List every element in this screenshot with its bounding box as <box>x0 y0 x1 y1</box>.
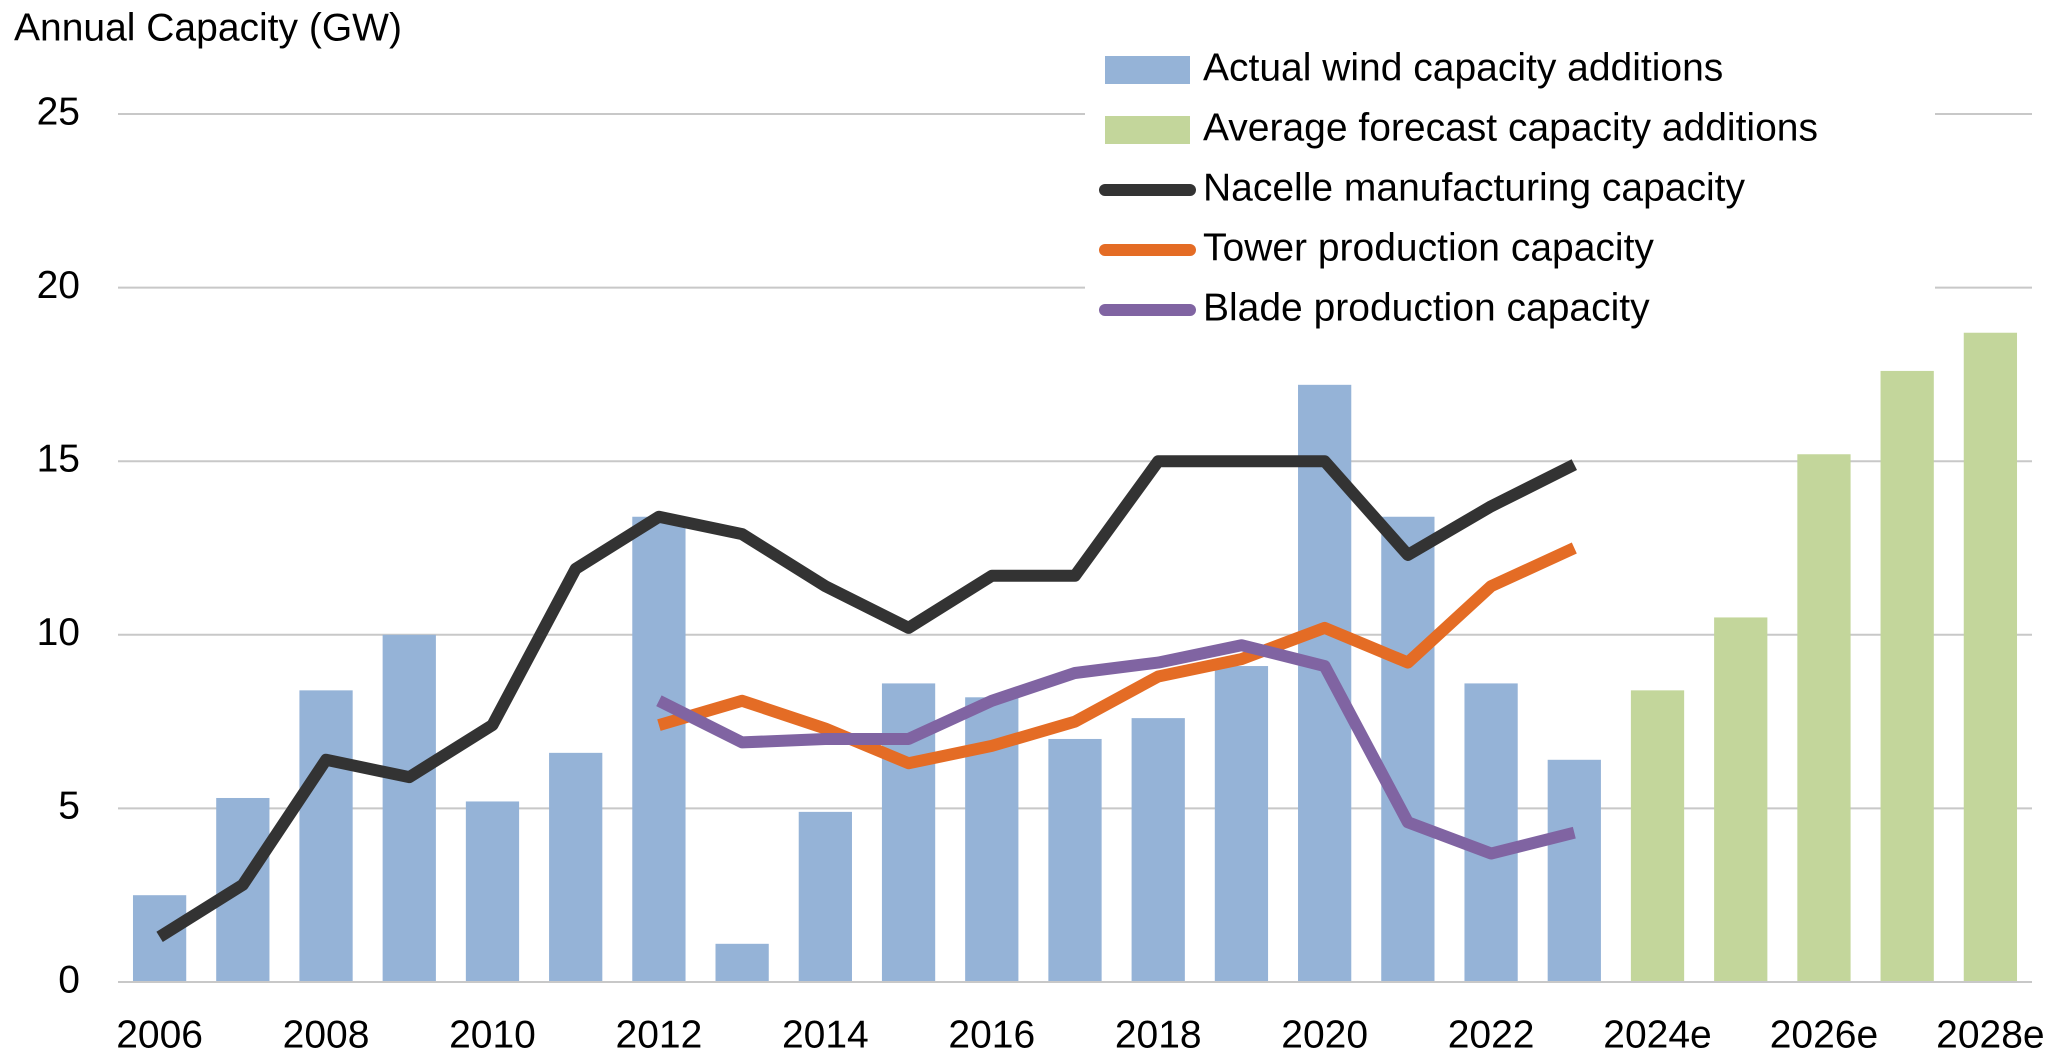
x-tick-label: 2010 <box>449 1013 536 1056</box>
legend-background <box>1085 35 1935 345</box>
bar <box>1963 332 2018 983</box>
y-tick-label: 5 <box>58 785 80 828</box>
bar <box>1131 718 1185 982</box>
y-tick-label: 10 <box>37 611 80 654</box>
bar <box>798 811 852 982</box>
legend-label: Average forecast capacity additions <box>1203 106 1818 149</box>
y-axis-title: Annual Capacity (GW) <box>14 6 402 49</box>
bar <box>1048 738 1102 982</box>
legend-label: Actual wind capacity additions <box>1203 46 1723 89</box>
x-tick-label: 2006 <box>116 1013 203 1056</box>
bar <box>632 516 686 982</box>
bar <box>1714 617 1768 982</box>
x-tick-label: 2028e <box>1936 1013 2044 1056</box>
line <box>156 455 1577 942</box>
bar <box>715 943 769 982</box>
x-tick-label: 2026e <box>1770 1013 1878 1056</box>
legend-label: Nacelle manufacturing capacity <box>1203 166 1745 209</box>
x-tick-label: 2022 <box>1448 1013 1535 1056</box>
x-tick-label: 2012 <box>616 1013 703 1056</box>
legend-swatch <box>1105 56 1190 84</box>
line <box>657 542 1577 770</box>
bar <box>1381 516 1435 982</box>
bar <box>1797 454 1851 983</box>
bar <box>132 895 187 982</box>
bar <box>549 752 603 982</box>
bar <box>1214 666 1269 982</box>
line <box>656 639 1576 860</box>
x-tick-label: 2024e <box>1603 1013 1711 1056</box>
y-tick-label: 0 <box>58 958 80 1001</box>
y-tick-label: 20 <box>37 264 80 307</box>
bar <box>1630 690 1685 982</box>
y-tick-label: 15 <box>37 437 80 480</box>
bar <box>382 634 436 982</box>
legend-label: Blade production capacity <box>1203 286 1650 329</box>
bar <box>465 801 520 982</box>
bar <box>299 690 353 982</box>
legend-label: Tower production capacity <box>1203 226 1654 269</box>
x-tick-label: 2014 <box>782 1013 869 1056</box>
x-tick-label: 2020 <box>1281 1013 1368 1056</box>
bar <box>1880 370 1934 983</box>
x-tick-label: 2016 <box>948 1013 1035 1056</box>
legend-swatch <box>1105 116 1190 144</box>
bar <box>1464 683 1518 982</box>
x-tick-label: 2008 <box>283 1013 370 1056</box>
y-tick-label: 25 <box>37 90 80 133</box>
x-tick-label: 2018 <box>1115 1013 1202 1056</box>
bar <box>1547 759 1601 982</box>
